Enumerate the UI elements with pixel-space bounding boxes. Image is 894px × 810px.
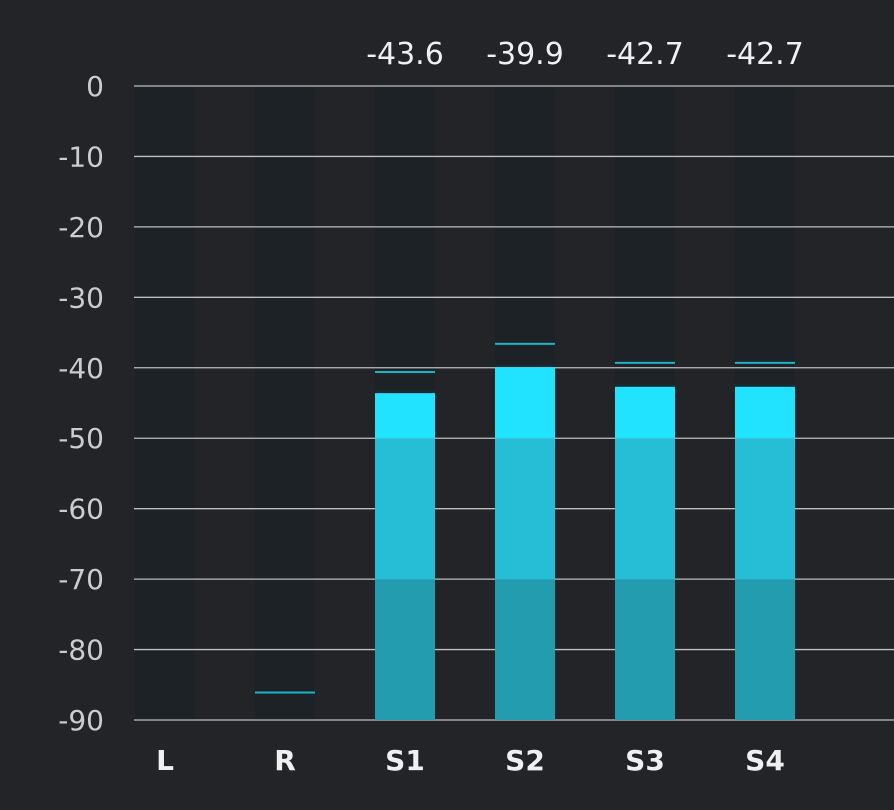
db-tick-label: -80	[58, 634, 104, 667]
level-bar-high-s1	[375, 393, 435, 439]
peak-hold-marker-r	[255, 691, 315, 694]
channel-label-s2: S2	[505, 744, 545, 777]
meter-track-r	[255, 86, 315, 720]
channel-label-r: R	[274, 744, 296, 777]
channel-label-s3: S3	[625, 744, 665, 777]
peak-readout-s2: -39.9	[486, 37, 564, 72]
db-tick-label: 0	[86, 70, 104, 103]
channel-label-l: L	[156, 744, 174, 777]
meter-tracks	[135, 86, 795, 720]
level-cap-s4	[735, 383, 795, 386]
level-bar-mid-s3	[615, 438, 675, 580]
db-tick-label: -30	[58, 281, 104, 314]
peak-readout-s4: -42.7	[726, 37, 804, 72]
peak-readout-s3: -42.7	[606, 37, 684, 72]
db-tick-label: -20	[58, 211, 104, 244]
level-bar-mid-s2	[495, 438, 555, 580]
peak-hold-marker-s2	[495, 342, 555, 345]
channel-labels: L R S1 S2 S3 S4	[156, 744, 785, 777]
level-cap-s1	[375, 390, 435, 393]
db-tick-label: -90	[58, 704, 104, 737]
level-bar-low-s2	[495, 579, 555, 720]
channel-label-s1: S1	[385, 744, 425, 777]
level-bar-high-s3	[615, 386, 675, 439]
peak-readouts: -43.6 -39.9 -42.7 -42.7	[366, 37, 804, 72]
db-tick-label: -40	[58, 352, 104, 385]
level-bar-low-s4	[735, 579, 795, 720]
channel-label-s4: S4	[745, 744, 785, 777]
level-bar-high-s4	[735, 386, 795, 439]
level-bar-low-s3	[615, 579, 675, 720]
db-scale-labels: 0 -10 -20 -30 -40 -50 -60 -70 -80 -90	[58, 70, 104, 737]
db-tick-label: -50	[58, 422, 104, 455]
level-bar-mid-s1	[375, 438, 435, 580]
peak-hold-marker-s1	[375, 371, 435, 374]
peak-hold-marker-s3	[615, 361, 675, 364]
level-bar-mid-s4	[735, 438, 795, 580]
peak-readout-s1: -43.6	[366, 37, 444, 72]
level-bar-high-s2	[495, 367, 555, 439]
level-cap-s2	[495, 364, 555, 367]
db-tick-label: -70	[58, 563, 104, 596]
db-tick-label: -10	[58, 140, 104, 173]
meter-level-bars	[255, 342, 795, 720]
meter-track-l	[135, 86, 195, 720]
level-bar-low-s1	[375, 579, 435, 720]
peak-hold-marker-s4	[735, 361, 795, 364]
db-tick-label: -60	[58, 493, 104, 526]
level-cap-s3	[615, 383, 675, 386]
